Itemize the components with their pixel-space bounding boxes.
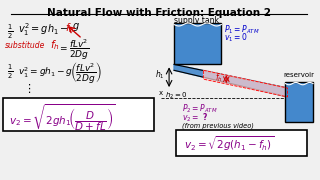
Text: reservoir: reservoir bbox=[284, 72, 315, 78]
Text: $v_1^2 = gh_1 - g\!\left(\dfrac{fLv^2}{2Dg}\right)$: $v_1^2 = gh_1 - g\!\left(\dfrac{fLv^2}{2… bbox=[18, 60, 102, 86]
Text: $f_h$: $f_h$ bbox=[50, 38, 60, 52]
Text: substitude: substitude bbox=[5, 41, 46, 50]
Text: $h_1$: $h_1$ bbox=[155, 69, 165, 82]
Text: $\frac{1}{2}$: $\frac{1}{2}$ bbox=[7, 23, 14, 41]
Text: $v_2 = $ ?: $v_2 = $ ? bbox=[182, 112, 208, 124]
Text: Natural Flow with Friction: Equation 2: Natural Flow with Friction: Equation 2 bbox=[47, 8, 271, 18]
Text: $= \dfrac{fLv^2}{2Dg}$: $= \dfrac{fLv^2}{2Dg}$ bbox=[58, 38, 89, 62]
Text: $v_2 = \sqrt{2gh_1\!\left(\dfrac{D}{D+fL}\right)}$: $v_2 = \sqrt{2gh_1\!\left(\dfrac{D}{D+fL… bbox=[9, 103, 116, 134]
FancyBboxPatch shape bbox=[175, 130, 307, 156]
Text: $\vdots$: $\vdots$ bbox=[23, 82, 31, 95]
Text: $P_1 = P_{ATM}$: $P_1 = P_{ATM}$ bbox=[224, 23, 260, 35]
Text: x: x bbox=[159, 90, 163, 96]
Bar bbox=[285, 82, 313, 122]
Text: $v_1 = 0$: $v_1 = 0$ bbox=[224, 32, 248, 44]
Polygon shape bbox=[204, 70, 287, 97]
Bar bbox=[174, 23, 221, 64]
Text: $v_2 = \sqrt{2g(h_1 - f_h)}$: $v_2 = \sqrt{2g(h_1 - f_h)}$ bbox=[184, 134, 274, 153]
FancyBboxPatch shape bbox=[3, 98, 154, 131]
Text: $h_2 = 0$: $h_2 = 0$ bbox=[165, 91, 188, 101]
Polygon shape bbox=[174, 64, 287, 97]
Text: $f_h$: $f_h$ bbox=[214, 72, 222, 84]
Text: $v_1^2 = gh_1 - $: $v_1^2 = gh_1 - $ bbox=[18, 21, 69, 38]
Text: (from previous video): (from previous video) bbox=[182, 123, 254, 129]
Text: $g$: $g$ bbox=[72, 21, 80, 33]
Text: $\frac{1}{2}$: $\frac{1}{2}$ bbox=[7, 62, 14, 81]
Text: $P_2 = P_{ATM}$: $P_2 = P_{ATM}$ bbox=[182, 103, 218, 115]
Text: $f_h$: $f_h$ bbox=[65, 21, 74, 35]
Text: supply tank: supply tank bbox=[174, 16, 219, 25]
